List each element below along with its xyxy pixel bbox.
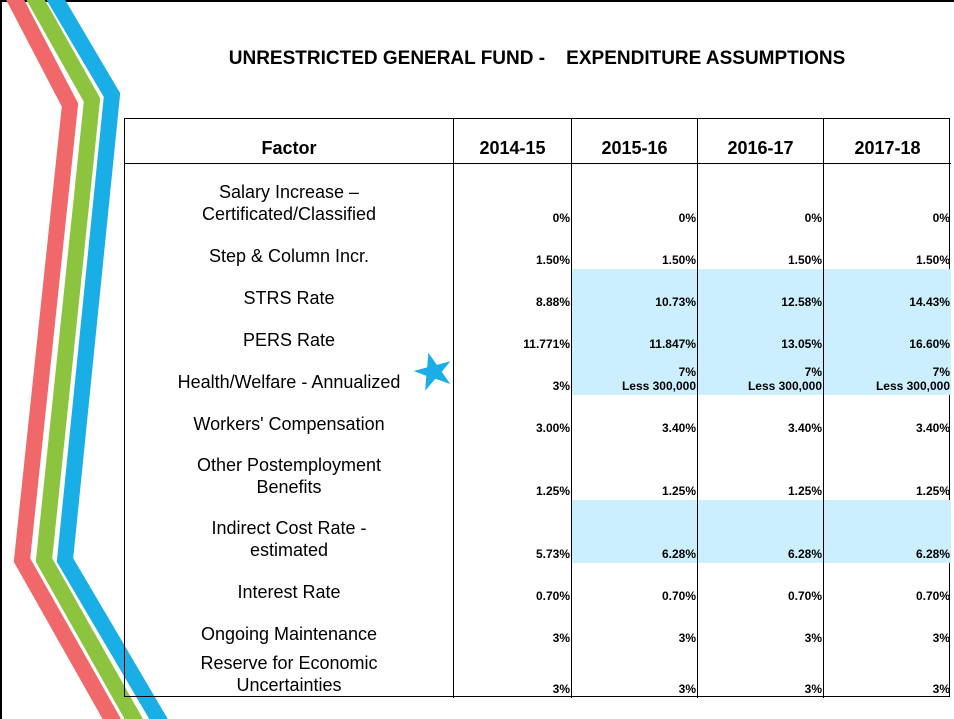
header-cell: 2014-15 <box>453 119 571 164</box>
value-cell: 16.60% <box>823 311 951 353</box>
value-cell: 0.70% <box>571 563 697 605</box>
value-cell: 8.88% <box>453 269 571 311</box>
header-cell: Factor <box>125 119 453 164</box>
factor-cell: Workers' Compensation <box>193 414 385 434</box>
value-cell: 3% <box>697 647 823 698</box>
value-cell: 3% <box>453 647 571 698</box>
title: UNRESTRICTED GENERAL FUND - EXPENDITURE … <box>228 48 846 69</box>
value-cell: 3.40% <box>697 395 823 437</box>
value-cell: 11.847% <box>571 311 697 353</box>
factor-cell: Ongoing Maintenance <box>200 624 378 644</box>
value-cell: 0.70% <box>453 563 571 605</box>
value-cell: 10.73% <box>571 269 697 311</box>
value-cell: 3.00% <box>453 395 571 437</box>
value-cell: 3% <box>571 605 697 647</box>
header-cell: 2015-16 <box>571 119 697 164</box>
value-cell: 0% <box>697 164 823 227</box>
factor-cell: Health/Welfare - Annualized <box>177 372 401 392</box>
value-cell: 7% Less 300,000 <box>571 353 697 395</box>
value-cell: 3% <box>571 647 697 698</box>
value-cell: 1.25% <box>697 437 823 500</box>
value-cell: 0.70% <box>823 563 951 605</box>
value-cell: 7% Less 300,000 <box>823 353 951 395</box>
value-cell: 3% <box>453 605 571 647</box>
value-cell: 3% <box>697 605 823 647</box>
value-cell: 6.28% <box>823 500 951 563</box>
value-cell: 1.25% <box>453 437 571 500</box>
factor-cell: Other Postemployment Benefits <box>196 455 382 497</box>
header-cell: 2016-17 <box>697 119 823 164</box>
header-cell: 2017-18 <box>823 119 951 164</box>
value-cell: 0% <box>571 164 697 227</box>
factor-cell: Indirect Cost Rate - estimated <box>211 518 367 560</box>
value-cell: 1.50% <box>823 227 951 269</box>
table: Factor 2014-15 2015-16 2016-17 2017-18 Salary… <box>124 118 951 698</box>
value-cell: 6.28% <box>697 500 823 563</box>
value-cell: 12.58% <box>697 269 823 311</box>
value-cell: 0.70% <box>697 563 823 605</box>
value-cell: 5.73% <box>453 500 571 563</box>
value-cell: 1.25% <box>571 437 697 500</box>
value-cell: 3% <box>453 353 571 395</box>
value-cell: 11.771% <box>453 311 571 353</box>
factor-cell: Step & Column Incr. <box>208 246 370 266</box>
value-cell: 1.50% <box>571 227 697 269</box>
value-cell: 13.05% <box>697 311 823 353</box>
value-cell: 3.40% <box>571 395 697 437</box>
value-cell: 1.25% <box>823 437 951 500</box>
value-cell: 3% <box>823 605 951 647</box>
factor-cell: Interest Rate <box>237 582 341 602</box>
value-cell: 1.50% <box>453 227 571 269</box>
value-cell: 6.28% <box>571 500 697 563</box>
factor-cell: Reserve for Economic Uncertainties <box>200 653 378 695</box>
value-cell: 3% <box>823 647 951 698</box>
factor-cell: PERS Rate <box>242 330 336 350</box>
factor-cell: Salary Increase – Certificated/Classifie… <box>201 182 377 224</box>
value-cell: 7% Less 300,000 <box>697 353 823 395</box>
value-cell: 0% <box>453 164 571 227</box>
value-cell: 0% <box>823 164 951 227</box>
value-cell: 1.50% <box>697 227 823 269</box>
factor-cell: STRS Rate <box>243 288 335 308</box>
value-cell: 14.43% <box>823 269 951 311</box>
value-cell: 3.40% <box>823 395 951 437</box>
